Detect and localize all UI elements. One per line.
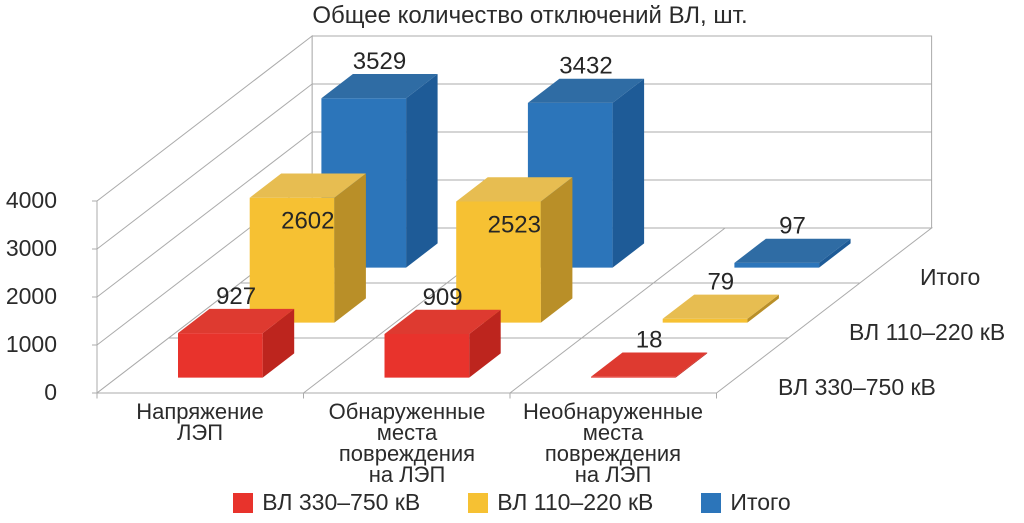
- category-label: Обнаруженные места повреждения на ЛЭП: [328, 399, 486, 487]
- y-axis-tick-label: 2000: [5, 283, 57, 309]
- bar-side-face: [747, 294, 779, 323]
- bar-value-label: 3432: [559, 53, 612, 80]
- bar-top-face: [178, 308, 295, 334]
- legend-swatch: [468, 492, 489, 513]
- legend-label: Итого: [730, 489, 791, 515]
- legend-item: ВЛ 330–750 кВ: [233, 489, 420, 516]
- depth-axis-label: ВЛ 330–750 кВ: [778, 374, 936, 400]
- bar-value-label: 2523: [488, 212, 541, 239]
- category-label: Напряжение ЛЭП: [136, 399, 264, 445]
- bar-top-face: [662, 294, 779, 319]
- legend-item: Итого: [701, 489, 791, 516]
- legend-swatch: [701, 492, 722, 513]
- bar-value-label: 909: [423, 284, 463, 311]
- bar-side-face: [469, 309, 501, 378]
- category-label: Необнаруженные места повреждения на ЛЭП: [523, 399, 703, 487]
- bar-side-face: [540, 177, 573, 323]
- bar-value-label: 2602: [281, 208, 334, 235]
- chart-title: Общее количество отключений ВЛ, шт.: [312, 2, 748, 29]
- y-axis-tick-label: 0: [44, 379, 57, 405]
- legend-label: ВЛ 330–750 кВ: [262, 489, 421, 515]
- bar-front-face: [662, 318, 748, 323]
- legend-item: ВЛ 110–220 кВ: [468, 489, 653, 516]
- grid-line: [96, 83, 313, 250]
- bar-value-label: 97: [779, 213, 806, 240]
- y-axis-tick-label: 1000: [5, 331, 57, 357]
- bar-value-label: 18: [636, 327, 663, 354]
- depth-axis-label: Итого: [920, 264, 981, 290]
- bar-side-face: [406, 74, 438, 268]
- bar-top-face: [249, 173, 366, 198]
- legend-swatch: [233, 492, 254, 513]
- bar-side-face: [819, 238, 851, 268]
- bar-side-face: [334, 173, 366, 323]
- bar-front-face: [178, 333, 263, 378]
- bar-top-face: [527, 78, 645, 103]
- bar-front-face: [734, 262, 820, 268]
- y-axis-tick-label: 4000: [5, 187, 57, 213]
- grid-line: [509, 227, 726, 394]
- bar-side-face: [612, 78, 645, 268]
- bar-side-face: [675, 352, 708, 378]
- bar-top-face: [384, 309, 501, 334]
- y-axis-tick-label: 3000: [5, 235, 57, 261]
- bar-front-face: [456, 201, 541, 323]
- grid-line: [96, 131, 313, 298]
- bar-value-label: 79: [707, 269, 734, 296]
- bar-front-face: [591, 376, 676, 378]
- bar-top-face: [734, 238, 851, 263]
- bar-front-face: [384, 334, 470, 378]
- bar-front-face: [249, 197, 335, 323]
- bar-top-face: [321, 74, 438, 99]
- legend: ВЛ 330–750 кВ ВЛ 110–220 кВ Итого: [0, 489, 1024, 516]
- bar-value-label: 927: [216, 283, 256, 310]
- bar-side-face: [262, 308, 295, 378]
- bar-value-label: 3529: [353, 48, 406, 75]
- bar-top-face: [456, 177, 573, 202]
- legend-label: ВЛ 110–220 кВ: [497, 489, 654, 515]
- bar-top-face: [591, 352, 708, 377]
- depth-axis-label: ВЛ 110–220 кВ: [849, 319, 1006, 345]
